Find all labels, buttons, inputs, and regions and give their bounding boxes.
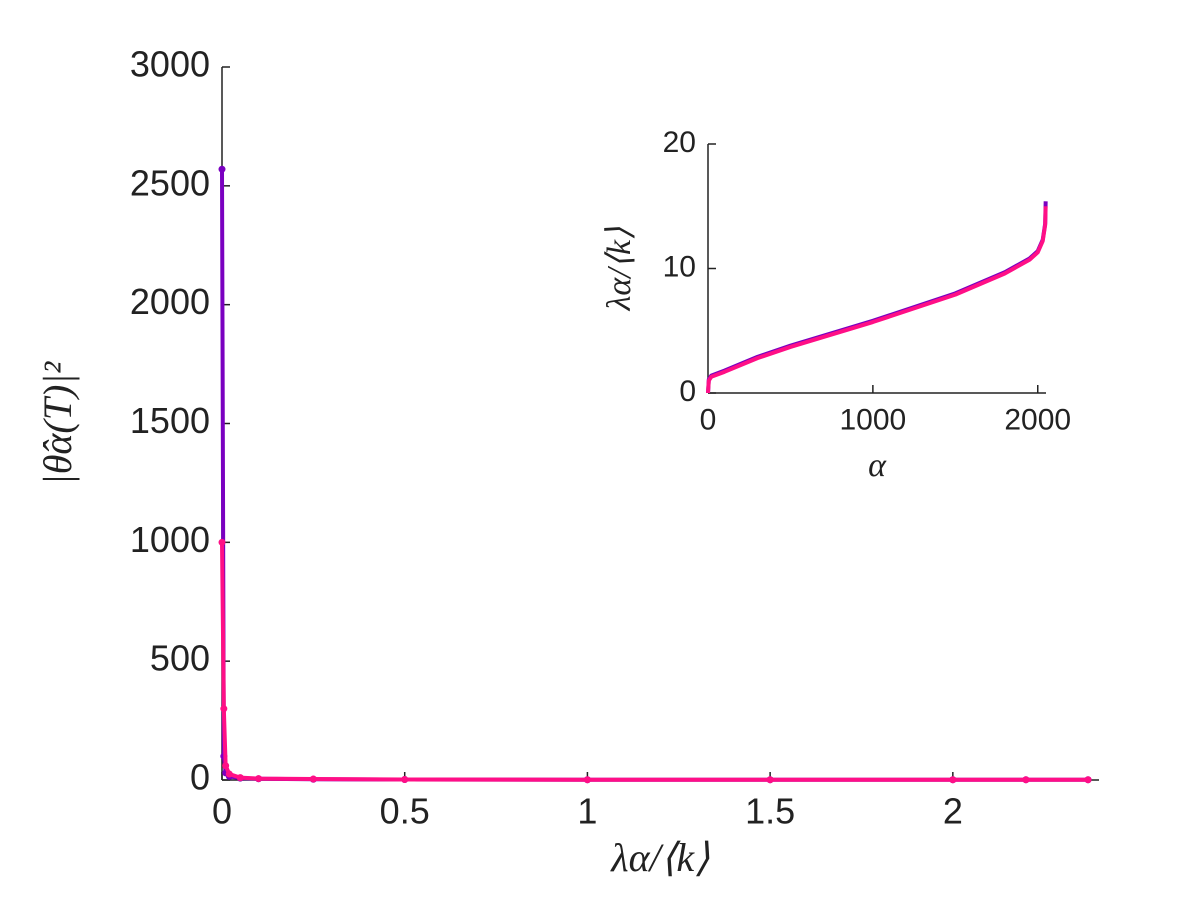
point (401, 776, 409, 784)
x-tick-label: 1000 (840, 403, 907, 436)
x-axis-label: α (868, 447, 887, 484)
y-tick-label: 2000 (130, 281, 210, 322)
y-tick-label: 500 (150, 638, 210, 679)
point (218, 538, 226, 546)
y-tick-label: 3000 (130, 44, 210, 85)
x-tick-label: 1.5 (745, 791, 795, 832)
y-tick-label: 2500 (130, 162, 210, 203)
y-tick-label: 0 (190, 757, 210, 798)
series-line (220, 169, 1089, 782)
series-line (706, 206, 1048, 394)
point (949, 776, 957, 784)
point (1022, 776, 1030, 784)
x-tick-label: 2000 (1004, 403, 1071, 436)
point (222, 762, 230, 770)
point (1084, 776, 1092, 784)
y-tick-label: 0 (679, 375, 696, 408)
y-tick-label: 1500 (130, 400, 210, 441)
point (583, 776, 591, 784)
point (255, 775, 263, 783)
x-tick-label: 0.5 (380, 791, 430, 832)
series-line (706, 201, 1048, 394)
point (225, 770, 233, 778)
y-tick-label: 10 (663, 250, 696, 283)
point (766, 776, 774, 784)
point (218, 165, 226, 173)
x-tick-label: 2 (943, 791, 963, 832)
point (220, 705, 228, 713)
y-axis-label: λα/⟨k⟩ (601, 227, 638, 312)
x-tick-label: 0 (212, 791, 232, 832)
x-axis-label: λα/⟨k⟩ (610, 835, 710, 880)
y-tick-label: 1000 (130, 519, 210, 560)
point (309, 775, 317, 783)
x-tick-label: 0 (700, 403, 717, 436)
y-axis-label: |θ̂α(T)|² (35, 361, 80, 486)
y-tick-label: 20 (663, 126, 696, 159)
point (236, 774, 244, 782)
series-line (220, 542, 1089, 782)
x-tick-label: 1 (577, 791, 597, 832)
